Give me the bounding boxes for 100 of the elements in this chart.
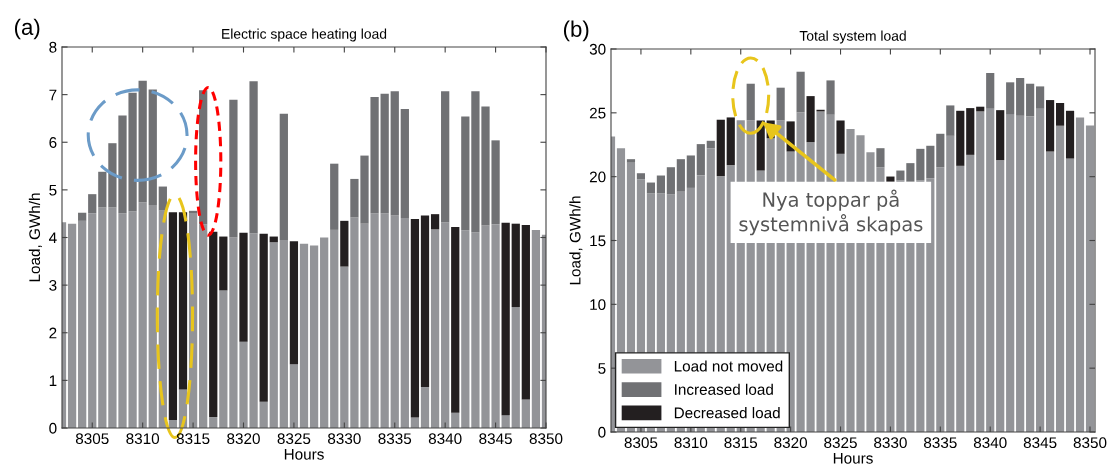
legend-label: Decreased load xyxy=(674,407,780,419)
y-tick-label: 5 xyxy=(598,363,606,374)
bar xyxy=(501,415,510,428)
bar xyxy=(1055,103,1065,126)
bar xyxy=(289,241,299,365)
bar xyxy=(441,91,450,223)
y-tick-label: 3 xyxy=(49,279,57,291)
x-tick-label: 8340 xyxy=(428,433,462,445)
x-tick-label: 8350 xyxy=(529,433,563,445)
x-tick-label: 8330 xyxy=(328,433,361,445)
bar xyxy=(269,242,278,428)
y-tick-label: 15 xyxy=(590,235,606,247)
bar xyxy=(1036,108,1045,432)
bar xyxy=(98,171,107,208)
bar xyxy=(88,194,97,214)
bar xyxy=(826,80,835,115)
bar xyxy=(420,387,430,428)
bar xyxy=(986,108,995,432)
bar xyxy=(400,217,409,428)
bar xyxy=(279,239,288,428)
bar xyxy=(656,175,665,194)
bar xyxy=(239,232,248,342)
x-axis-title: Hours xyxy=(284,449,324,460)
bar xyxy=(1046,151,1055,432)
bar xyxy=(1006,114,1015,432)
bar xyxy=(380,93,389,214)
bar xyxy=(636,173,646,180)
bar xyxy=(696,144,705,176)
bar xyxy=(1016,115,1025,432)
x-axis-title: Hours xyxy=(833,453,873,464)
bar xyxy=(430,214,440,230)
bar xyxy=(380,213,389,428)
y-tick-label: 20 xyxy=(589,171,606,183)
bar xyxy=(986,73,995,109)
bar xyxy=(219,290,228,428)
bar xyxy=(686,155,695,188)
x-tick-label: 8340 xyxy=(973,437,1007,449)
bar xyxy=(926,145,935,179)
bar xyxy=(796,71,805,113)
bar xyxy=(886,176,895,182)
y-tick-label: 0 xyxy=(49,422,57,434)
bar xyxy=(836,120,845,154)
bar xyxy=(279,113,288,240)
bar xyxy=(390,215,399,428)
bar xyxy=(676,159,685,192)
x-tick-label: 8325 xyxy=(824,437,857,449)
bar xyxy=(340,220,349,267)
bar xyxy=(138,202,147,428)
y-axis-title: Load, GWh/h xyxy=(569,196,583,285)
bar xyxy=(936,133,945,168)
bar xyxy=(209,231,218,418)
legend-label: Increased load xyxy=(675,383,773,395)
bar xyxy=(1026,116,1035,432)
bar xyxy=(966,154,975,432)
bar xyxy=(716,119,725,177)
bar xyxy=(626,159,636,163)
bar xyxy=(199,90,208,225)
bar xyxy=(996,160,1005,432)
bar xyxy=(1036,86,1045,109)
bar xyxy=(1075,117,1085,432)
bar xyxy=(340,266,349,428)
y-tick-label: 10 xyxy=(590,299,606,311)
bar xyxy=(400,108,409,218)
y-tick-label: 4 xyxy=(48,232,57,244)
bar xyxy=(501,222,510,416)
x-tick-label: 8315 xyxy=(724,437,758,449)
bar xyxy=(906,163,915,182)
chart-title: Electric space heating load xyxy=(222,28,387,42)
bar xyxy=(756,120,765,171)
x-tick-label: 8345 xyxy=(479,433,512,445)
bar xyxy=(78,220,87,428)
bar xyxy=(521,399,530,428)
bar xyxy=(666,167,675,195)
x-tick-label: 8345 xyxy=(1023,437,1057,449)
x-tick-label: 8310 xyxy=(126,433,160,445)
bar xyxy=(1016,77,1025,116)
bar xyxy=(289,364,299,428)
bar xyxy=(219,236,228,291)
bar xyxy=(1026,83,1035,117)
bar xyxy=(451,227,460,413)
bar xyxy=(138,80,147,203)
bar xyxy=(309,245,319,428)
bar xyxy=(148,89,157,206)
x-tick-label: 8315 xyxy=(176,433,210,445)
x-tick-label: 8305 xyxy=(624,437,658,449)
bar xyxy=(1065,110,1075,159)
y-tick-label: 7 xyxy=(49,89,57,101)
bar xyxy=(199,224,208,428)
bar xyxy=(320,237,329,428)
bar xyxy=(249,81,258,234)
x-tick-label: 8320 xyxy=(227,433,260,445)
x-tick-label: 8305 xyxy=(75,433,109,445)
bar xyxy=(726,117,735,166)
y-tick-label: 8 xyxy=(49,41,57,53)
bar xyxy=(511,307,520,428)
x-tick-label: 8335 xyxy=(923,437,957,449)
bar xyxy=(88,213,97,428)
y-tick-label: 30 xyxy=(589,43,606,55)
bar xyxy=(461,230,470,428)
y-tick-label: 6 xyxy=(49,137,57,148)
